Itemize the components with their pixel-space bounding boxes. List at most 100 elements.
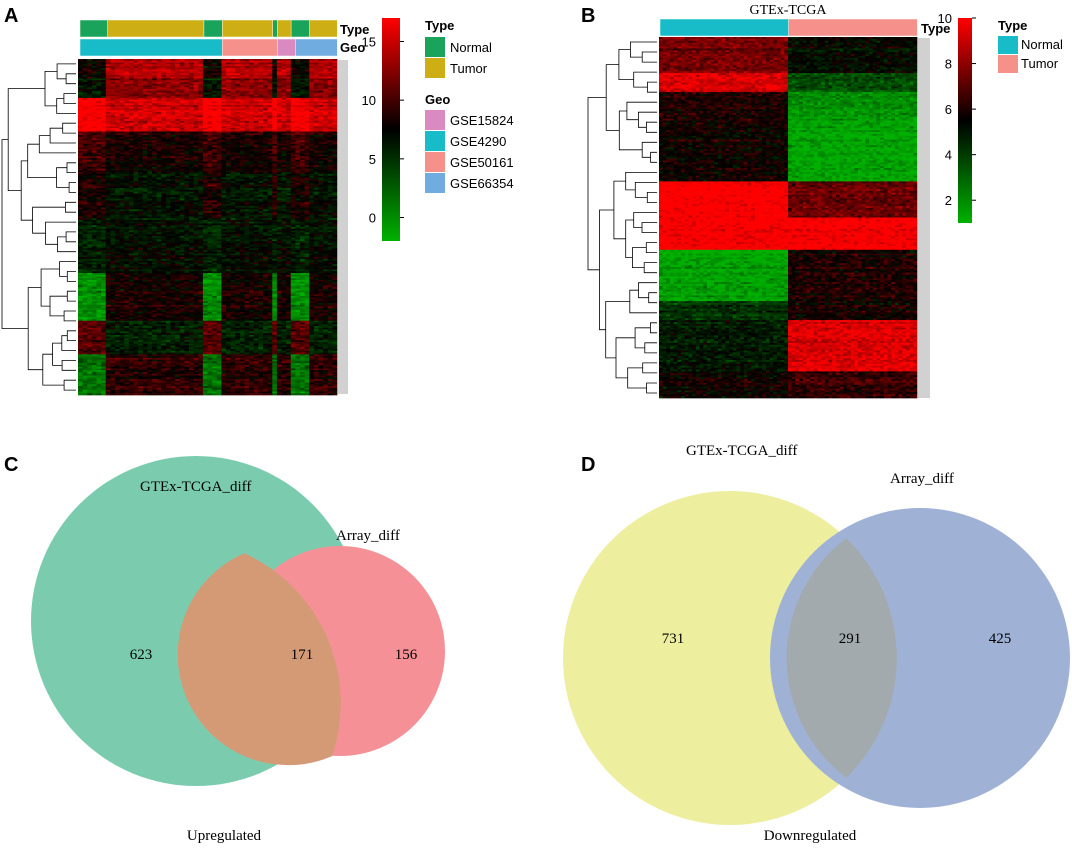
heatmap-a-cell [184,96,190,99]
heatmap-a-cell [244,182,250,185]
heatmap-a-cell [249,165,255,168]
heatmap-a-cell [161,154,167,157]
heatmap-a-cell [165,106,171,109]
heatmap-a-cell [212,140,218,143]
heatmap-a-cell [300,115,305,118]
heatmap-a-cell [212,127,218,131]
heatmap-a-cell [156,165,162,168]
heatmap-a-cell [91,170,97,173]
heatmap-a-cell [124,117,130,120]
heatmap-a-cell [101,163,107,166]
heatmap-a-cell [202,126,208,129]
heatmap-a-cell [128,168,134,171]
heatmap-a-cell [323,83,329,86]
heatmap-a-cell [198,166,204,169]
heatmap-a-cell [115,161,120,164]
heatmap-a-cell [216,99,222,102]
heatmap-a-cell [96,163,102,166]
heatmap-a-cell [286,179,292,182]
heatmap-a-cell [184,126,190,129]
heatmap-a-cell [272,177,278,180]
heatmap-a-cell [327,168,333,171]
heatmap-a-cell [202,173,208,177]
heatmap-a-cell [290,60,296,63]
heatmap-a-cell [78,94,83,97]
heatmap-a-cell [96,87,102,90]
heatmap-a-cell [300,179,305,182]
heatmap-a-cell [304,117,310,120]
heatmap-a-cell [216,66,222,69]
heatmap-a-cell [184,154,190,157]
heatmap-a-cell [290,59,296,62]
heatmap-a-cell [212,101,218,104]
heatmap-a-cell [304,172,310,175]
heatmap-a-cell [133,90,139,93]
heatmap-a-cell [323,120,329,124]
heatmap-a-cell [184,69,190,72]
heatmap-a-cell [78,66,83,69]
heatmap-a-cell [286,69,292,72]
heatmap-a-cell [147,74,153,78]
heatmap-a-cell [239,156,245,159]
heatmap-a-cell [133,73,139,76]
heatmap-a-cell [230,173,236,177]
heatmap-a-cell [179,172,185,175]
heatmap-a-cell [212,76,218,79]
heatmap-a-cell [101,156,107,159]
heatmap-a-cell [91,71,97,74]
heatmap-a-cell [212,142,218,145]
heatmap-a-cell [239,136,245,139]
heatmap-a-cell [105,71,111,74]
heatmap-a-cell [253,97,259,101]
heatmap-a-cell [82,124,88,127]
heatmap-a-cell [119,145,125,148]
heatmap-a-cell [142,89,148,92]
heatmap-a-cell [230,166,236,169]
heatmap-a-cell [179,85,185,88]
heatmap-a-cell [193,133,199,136]
heatmap-a-cell [87,60,93,63]
heatmap-a-cell [175,142,181,145]
heatmap-a-cell [170,156,176,159]
heatmap-a-cell [82,104,88,108]
heatmap-a-cell [226,140,231,143]
heatmap-a-cell [175,133,181,136]
heatmap-a-cell [198,110,204,113]
heatmap-a-cell [290,172,296,175]
heatmap-a-cell [221,66,227,69]
heatmap-a-cell [161,103,167,106]
heatmap-a-cell [91,126,97,129]
heatmap-a-cell [212,97,218,101]
heatmap-a-cell [267,150,273,154]
heatmap-a-cell [235,143,241,146]
heatmap-a-cell [295,101,301,104]
heatmap-a-cell [318,181,324,184]
heatmap-a-cell [327,112,333,115]
heatmap-a-cell [300,106,305,109]
heatmap-a-cell [147,101,153,104]
heatmap-a-cell [198,159,204,162]
heatmap-a-cell [304,101,310,104]
heatmap-a-cell [165,163,171,166]
heatmap-a-cell [286,181,292,184]
heatmap-a-cell [175,76,181,79]
heatmap-a-cell [147,184,153,187]
heatmap-a-cell [239,59,245,62]
heatmap-a-cell [226,133,231,136]
heatmap-a-cell [323,173,329,177]
heatmap-a-cell [207,113,213,116]
heatmap-a-cell [138,81,144,85]
heatmap-a-cell [138,129,144,132]
heatmap-a-cell [244,69,250,72]
heatmap-a-cell [82,112,88,115]
heatmap-a-cell [309,59,315,62]
heatmap-a-cell [147,143,153,146]
heatmap-a-cell [133,106,139,109]
heatmap-a-cell [263,96,268,99]
heatmap-a-cell [332,74,338,78]
heatmap-a-cell [318,110,324,113]
heatmap-a-cell [142,145,148,148]
heatmap-a-cell [239,177,245,180]
heatmap-a-cell [295,140,301,143]
heatmap-a-cell [249,90,255,93]
